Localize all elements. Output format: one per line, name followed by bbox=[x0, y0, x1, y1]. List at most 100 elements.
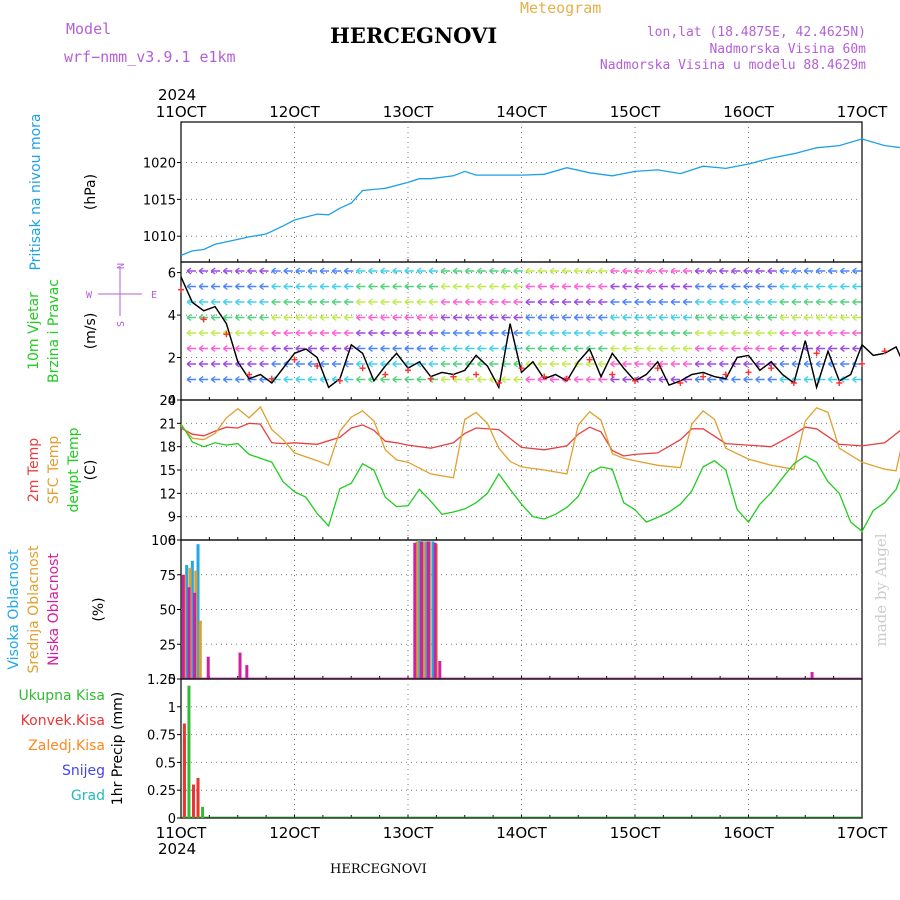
wind-arrow bbox=[537, 313, 547, 322]
wind-arrow bbox=[452, 298, 463, 306]
wind-arrow bbox=[646, 298, 656, 306]
bar-total bbox=[187, 685, 191, 818]
wind-arrow bbox=[343, 375, 354, 384]
wind-arrow bbox=[585, 313, 596, 322]
wind-arrow bbox=[718, 313, 729, 322]
wind-arrow bbox=[380, 313, 390, 322]
wind-arrow bbox=[767, 375, 777, 384]
wind-arrow bbox=[779, 282, 789, 291]
y-tick-label: 1015 bbox=[143, 193, 176, 208]
wind-arrow bbox=[743, 282, 753, 291]
axis-unit-label: (%) bbox=[91, 597, 107, 621]
bar-convective bbox=[196, 777, 200, 818]
wind-arrow bbox=[585, 282, 596, 291]
wind-arrow bbox=[839, 282, 850, 291]
wind-arrow bbox=[428, 282, 438, 291]
wind-arrow bbox=[428, 298, 438, 306]
wind-arrow bbox=[416, 344, 426, 353]
footer-title: HERCEGNOVI bbox=[330, 862, 427, 877]
bottom-date-label: 17OCT bbox=[837, 824, 888, 842]
wind-arrow bbox=[380, 344, 390, 353]
precip-legend-item: Konvek.Kisa bbox=[21, 713, 105, 729]
wind-arrow bbox=[368, 267, 378, 275]
wind-arrow bbox=[767, 329, 777, 337]
wind-arrow bbox=[779, 267, 789, 275]
wind-arrow bbox=[827, 267, 838, 275]
wind-arrow bbox=[307, 360, 317, 368]
wind-arrow bbox=[247, 298, 257, 306]
precip-legend-item: Zaledj.Kisa bbox=[28, 738, 105, 754]
wind-arrow bbox=[597, 375, 608, 384]
gust-point bbox=[654, 365, 661, 372]
wind-arrow bbox=[307, 329, 317, 337]
wind-arrow bbox=[513, 360, 523, 368]
wind-arrow bbox=[210, 267, 221, 275]
wind-arrow bbox=[198, 344, 209, 353]
wind-arrow bbox=[452, 313, 463, 322]
axis-label-line: 2m Temp bbox=[26, 438, 42, 502]
wind-arrow bbox=[234, 329, 245, 337]
model-altitude-label: Nadmorska Visina u modelu 88.4629m bbox=[599, 58, 866, 73]
wind-arrow bbox=[852, 313, 862, 322]
wind-arrow bbox=[755, 282, 765, 291]
wind-arrow bbox=[380, 360, 390, 368]
gust-point bbox=[405, 367, 411, 374]
wind-arrow bbox=[561, 282, 572, 291]
wind-arrow bbox=[331, 298, 342, 306]
wind-arrow bbox=[852, 375, 862, 384]
bar-convective bbox=[191, 784, 195, 818]
wind-arrow bbox=[210, 313, 221, 322]
bottom-date-label: 16OCT bbox=[723, 824, 774, 842]
wind-arrow bbox=[186, 329, 196, 337]
bottom-date-label: 14OCT bbox=[496, 824, 547, 842]
wind-arrow bbox=[694, 282, 705, 291]
wind-arrow bbox=[622, 375, 632, 384]
wind-arrow bbox=[307, 267, 317, 275]
wind-arrow bbox=[452, 344, 463, 353]
wind-arrow bbox=[392, 360, 402, 368]
y-tick-label: 6 bbox=[168, 534, 176, 549]
precip-legend-item: Snijeg bbox=[62, 763, 105, 779]
wind-arrow bbox=[610, 298, 620, 306]
wind-arrow bbox=[658, 344, 668, 353]
bottom-date-label: 15OCT bbox=[610, 824, 661, 842]
axis-unit-label: (hPa) bbox=[83, 174, 99, 210]
model-name: wrf−nmm_v3.9.1 e1km bbox=[64, 48, 236, 66]
wind-arrow bbox=[597, 329, 608, 337]
wind-arrow bbox=[295, 298, 305, 306]
wind-arrow bbox=[476, 344, 487, 353]
wind-arrow bbox=[743, 267, 753, 275]
axis-label-line: dewpt Temp bbox=[66, 427, 82, 512]
wind-arrow bbox=[501, 267, 511, 275]
wind-arrow bbox=[658, 313, 668, 322]
wind-arrow bbox=[597, 313, 608, 322]
wind-arrow bbox=[573, 267, 584, 275]
wind-arrow bbox=[368, 360, 378, 368]
wind-arrow bbox=[283, 344, 293, 353]
bottom-date-label: 11OCT bbox=[156, 824, 207, 842]
bar-mid bbox=[198, 620, 202, 679]
wind-arrow bbox=[259, 329, 269, 337]
axis-label-line: Niska Oblacnost bbox=[46, 553, 62, 666]
wind-arrow bbox=[646, 375, 656, 384]
wind-arrow bbox=[718, 298, 729, 306]
wind-arrow bbox=[355, 282, 366, 291]
wind-arrow bbox=[319, 282, 330, 291]
wind-arrow bbox=[186, 282, 196, 291]
wind-arrow bbox=[259, 313, 269, 322]
wind-arrow bbox=[247, 313, 257, 322]
wind-arrow bbox=[343, 267, 354, 275]
wind-arrow bbox=[537, 329, 547, 337]
wind-arrow bbox=[585, 329, 596, 337]
wind-arrow bbox=[198, 298, 209, 306]
station-title: HERCEGNOVI bbox=[330, 23, 498, 48]
wind-arrow bbox=[706, 313, 717, 322]
wind-arrow bbox=[537, 360, 547, 368]
wind-arrow bbox=[428, 329, 438, 337]
wind-arrow bbox=[658, 329, 668, 337]
gust-point bbox=[881, 348, 888, 355]
bar-low bbox=[245, 665, 249, 679]
wind-arrow bbox=[706, 282, 717, 291]
wind-arrow bbox=[852, 298, 862, 306]
y-tick-label: 1010 bbox=[143, 230, 176, 245]
